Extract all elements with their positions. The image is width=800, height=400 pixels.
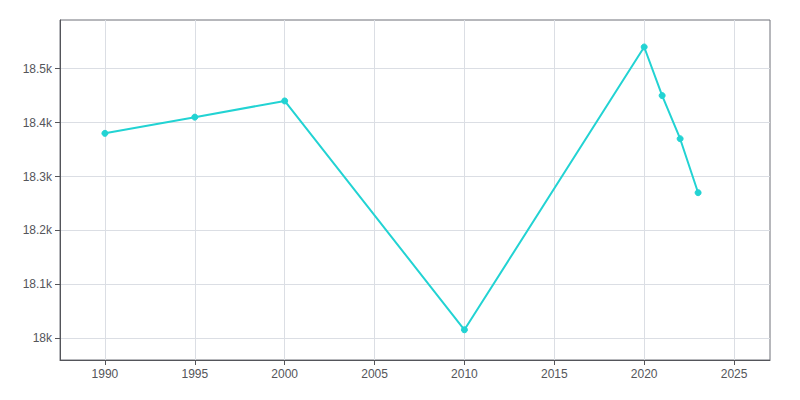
- svg-text:18k: 18k: [33, 331, 53, 345]
- svg-text:18.4k: 18.4k: [23, 116, 53, 130]
- svg-text:18.3k: 18.3k: [23, 170, 53, 184]
- svg-text:2025: 2025: [721, 367, 748, 381]
- svg-text:2000: 2000: [271, 367, 298, 381]
- svg-text:1990: 1990: [92, 367, 119, 381]
- svg-text:2020: 2020: [631, 367, 658, 381]
- svg-text:18.2k: 18.2k: [23, 223, 53, 237]
- svg-text:2010: 2010: [451, 367, 478, 381]
- svg-text:1995: 1995: [181, 367, 208, 381]
- svg-text:2005: 2005: [361, 367, 388, 381]
- svg-text:2015: 2015: [541, 367, 568, 381]
- svg-text:18.5k: 18.5k: [23, 62, 53, 76]
- svg-text:18.1k: 18.1k: [23, 277, 53, 291]
